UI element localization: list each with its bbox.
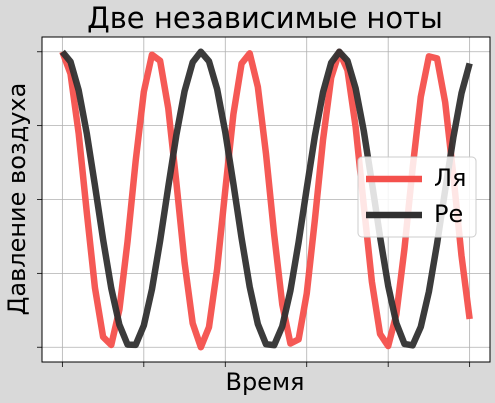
legend-label: Ля xyxy=(434,164,466,192)
series-line xyxy=(59,48,473,349)
chart-title: Две независимые ноты xyxy=(87,1,443,35)
series-line xyxy=(59,48,473,351)
legend: Ля Ре xyxy=(357,156,477,238)
legend-label: Ре xyxy=(434,200,463,228)
lines xyxy=(59,48,473,351)
y-axis-label: Давление воздуха xyxy=(3,83,31,316)
x-axis-label: Время xyxy=(225,368,304,396)
